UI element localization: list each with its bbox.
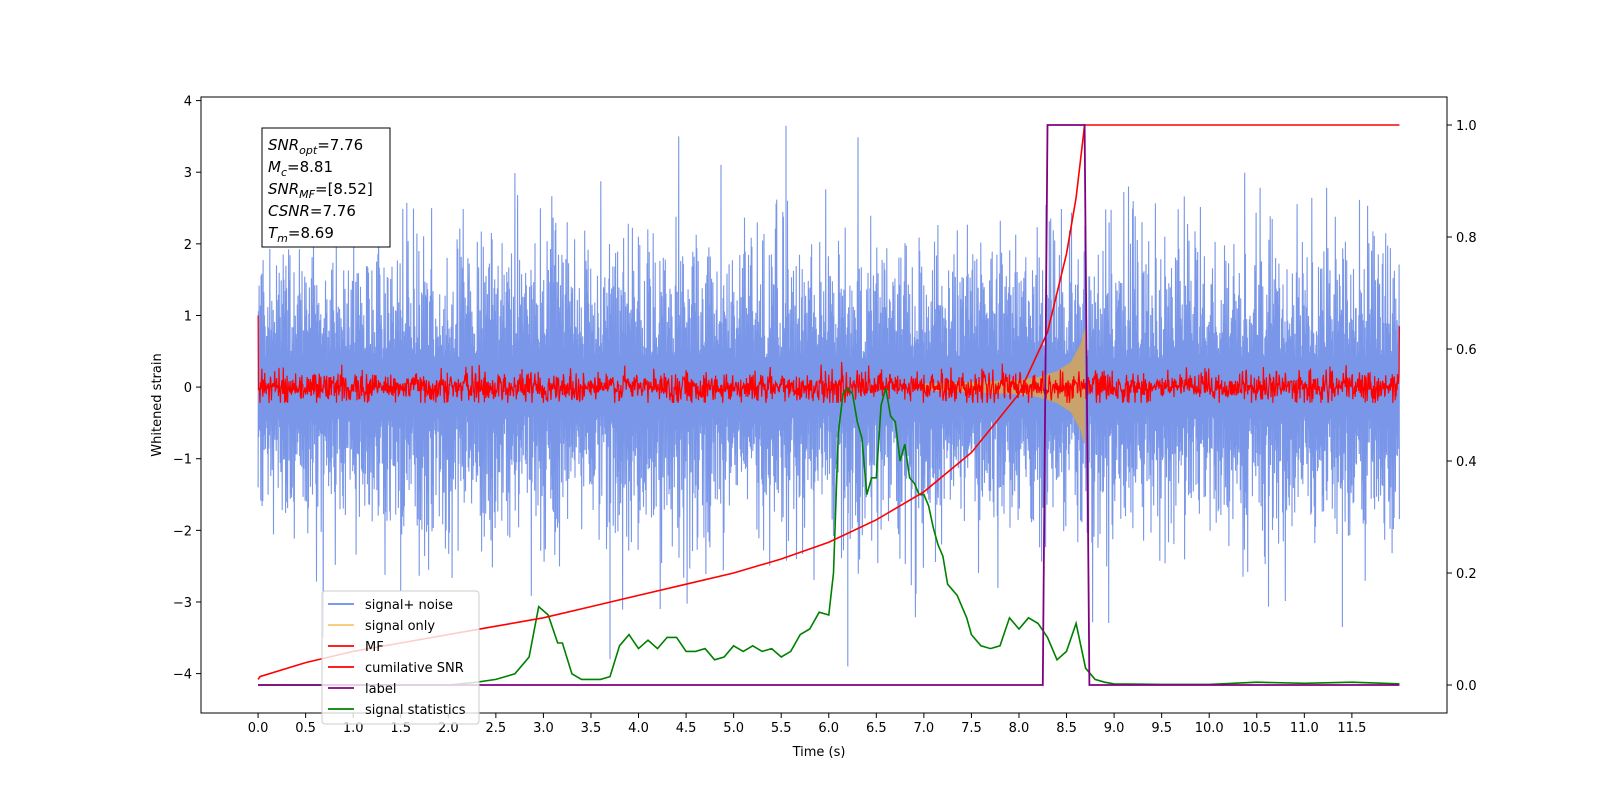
series-signal-statistics [258, 386, 1400, 686]
y-left-tick-label: 0 [184, 381, 192, 396]
x-tick-label: 6.0 [818, 721, 839, 736]
legend-label: signal statistics [365, 703, 466, 718]
y-axis-label: Whitened strain [150, 353, 165, 456]
y-right-tick-label: 0.0 [1456, 679, 1477, 694]
series-mf [257, 315, 1400, 404]
y-right-tick-label: 0.4 [1456, 455, 1477, 470]
y-left-tick-label: −2 [173, 524, 192, 539]
series-signal-noise [257, 125, 1400, 667]
x-tick-label: 1.5 [390, 721, 411, 736]
y-left-tick-label: 2 [184, 238, 192, 253]
x-tick-label: 2.0 [438, 721, 459, 736]
y-left-tick-label: −3 [173, 596, 192, 611]
x-tick-label: 6.5 [866, 721, 887, 736]
x-tick-label: 4.0 [628, 721, 649, 736]
y-axis-left: −4 −3 −2 −1 0 1 2 3 4 [173, 95, 201, 683]
x-tick-label: 10.0 [1195, 721, 1224, 736]
x-axis-label: Time (s) [792, 745, 846, 760]
y-right-tick-label: 0.2 [1456, 567, 1477, 582]
annotation-frame [261, 127, 391, 248]
y-left-tick-label: 4 [184, 95, 192, 110]
x-tick-label: 11.0 [1290, 721, 1319, 736]
x-axis: 0.0 0.5 1.0 1.5 2.0 2.5 3.0 3.5 4.0 4.5 5.0 5.5 6.0 6… [248, 713, 1366, 736]
plot-frame [200, 96, 1448, 714]
legend-label: MF [365, 640, 384, 655]
annotation-line: Mc=8.81 [268, 158, 333, 179]
series-label [258, 124, 1400, 686]
annotation-line: Tm=8.69 [268, 224, 334, 245]
x-tick-label: 7.5 [961, 721, 982, 736]
legend-label: signal only [365, 619, 435, 634]
x-tick-label: 10.5 [1242, 721, 1271, 736]
y-left-tick-label: −4 [173, 668, 192, 683]
annotation-line: CSNR=7.76 [268, 202, 356, 220]
y-right-tick-label: 0.8 [1456, 231, 1477, 246]
annotation-line: SNRMF=[8.52] [268, 180, 373, 201]
y-axis-right: 0.0 0.2 0.4 0.6 0.8 1.0 [1447, 119, 1477, 694]
x-tick-label: 9.0 [1104, 721, 1125, 736]
x-tick-label: 2.5 [486, 721, 507, 736]
y-left-tick-label: −1 [173, 453, 192, 468]
legend-label: signal+ noise [365, 598, 453, 613]
legend-label: label [365, 682, 396, 697]
x-tick-label: 4.5 [676, 721, 697, 736]
x-tick-label: 8.5 [1056, 721, 1077, 736]
x-tick-label: 8.0 [1009, 721, 1030, 736]
x-tick-label: 3.5 [581, 721, 602, 736]
x-tick-label: 9.5 [1151, 721, 1172, 736]
legend-label: cumilative SNR [365, 661, 464, 676]
annotation-line: SNRopt=7.76 [268, 136, 363, 157]
y-left-tick-label: 1 [184, 309, 192, 324]
x-tick-label: 1.0 [343, 721, 364, 736]
legend-frame [321, 590, 480, 725]
x-tick-label: 5.5 [771, 721, 792, 736]
x-tick-label: 0.0 [248, 721, 269, 736]
x-tick-label: 5.0 [723, 721, 744, 736]
x-tick-label: 3.0 [533, 721, 554, 736]
y-left-tick-label: 3 [184, 166, 192, 181]
x-tick-label: 7.0 [914, 721, 935, 736]
legend: signal+ noise signal only MF cumilative SNR… [321, 590, 480, 725]
y-right-tick-label: 1.0 [1456, 119, 1477, 134]
x-tick-label: 0.5 [295, 721, 316, 736]
y-right-tick-label: 0.6 [1456, 343, 1477, 358]
x-tick-label: 11.5 [1337, 721, 1366, 736]
